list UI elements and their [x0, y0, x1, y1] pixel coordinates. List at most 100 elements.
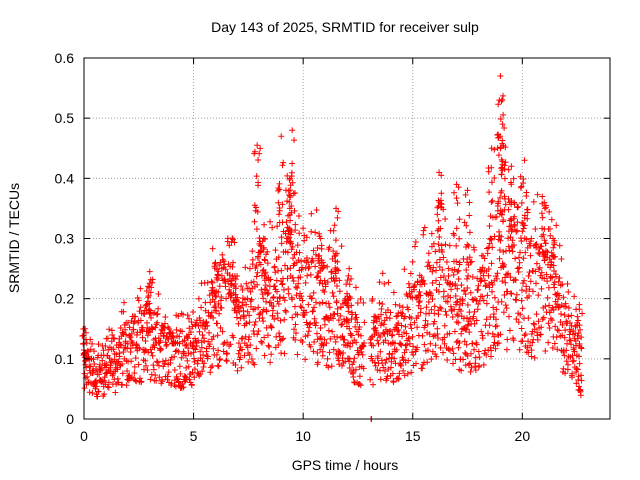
data-point: [278, 350, 285, 357]
data-point: [276, 186, 283, 193]
data-point: [337, 350, 344, 357]
data-point: [304, 332, 311, 339]
data-point: [497, 115, 504, 122]
data-point: [457, 308, 464, 315]
data-point: [490, 310, 497, 317]
data-point: [346, 325, 353, 332]
data-point: [518, 183, 525, 190]
data-point: [274, 223, 281, 230]
y-tick-label: 0.2: [55, 291, 75, 307]
data-point: [321, 288, 328, 295]
data-point: [146, 306, 153, 313]
data-point: [387, 364, 394, 371]
data-point: [286, 239, 293, 246]
data-point: [534, 336, 541, 343]
data-point: [249, 285, 256, 292]
data-point: [176, 333, 183, 340]
data-point: [421, 341, 428, 348]
data-point: [230, 334, 237, 341]
data-point: [443, 312, 450, 319]
data-point: [496, 247, 503, 254]
data-point: [501, 195, 508, 202]
data-point: [534, 332, 541, 339]
data-point: [462, 291, 469, 298]
data-point: [338, 304, 345, 311]
data-point: [124, 345, 131, 352]
data-point: [515, 203, 522, 210]
data-point: [124, 368, 131, 375]
data-point: [334, 258, 341, 265]
data-point: [547, 264, 554, 271]
data-point: [503, 346, 510, 353]
data-point: [278, 133, 285, 140]
data-point: [463, 326, 470, 333]
data-point: [271, 263, 278, 270]
data-point: [115, 379, 122, 386]
data-point: [306, 263, 313, 270]
data-point: [529, 288, 536, 295]
data-point: [155, 362, 162, 369]
data-point: [484, 330, 491, 337]
data-point: [186, 376, 193, 383]
data-point: [327, 335, 334, 342]
data-point: [313, 274, 320, 281]
data-point: [226, 286, 233, 293]
data-point: [502, 302, 509, 309]
data-point: [531, 326, 538, 333]
data-point: [489, 197, 496, 204]
data-point: [121, 299, 128, 306]
data-point: [427, 340, 434, 347]
data-point: [513, 297, 520, 304]
data-point: [493, 213, 500, 220]
data-point: [214, 266, 221, 273]
data-point: [197, 348, 204, 355]
data-point: [471, 320, 478, 327]
data-point: [249, 256, 256, 263]
data-point: [139, 334, 146, 341]
data-point: [243, 280, 250, 287]
data-point: [251, 305, 258, 312]
data-point: [317, 264, 324, 271]
data-point: [230, 275, 237, 282]
data-point: [574, 313, 581, 320]
data-point: [211, 304, 218, 311]
data-point: [501, 124, 508, 131]
data-point: [152, 372, 159, 379]
data-point: [396, 370, 403, 377]
data-point: [556, 292, 563, 299]
data-point: [334, 266, 341, 273]
data-point: [98, 366, 105, 373]
data-point: [451, 328, 458, 335]
data-point: [403, 330, 410, 337]
data-point: [518, 199, 525, 206]
data-point: [480, 361, 487, 368]
data-point: [467, 350, 474, 357]
data-point: [491, 294, 498, 301]
data-point: [171, 377, 178, 384]
data-point: [401, 372, 408, 379]
data-point: [435, 311, 442, 318]
data-point: [419, 332, 426, 339]
data-point: [313, 330, 320, 337]
data-point: [574, 366, 581, 373]
data-point: [192, 346, 199, 353]
data-point: [163, 342, 170, 349]
data-point: [178, 354, 185, 361]
data-point: [128, 358, 135, 365]
data-point: [262, 257, 269, 264]
data-point: [376, 279, 383, 286]
data-point: [334, 214, 341, 221]
data-point: [433, 259, 440, 266]
data-point: [299, 297, 306, 304]
data-point: [357, 296, 364, 303]
data-point: [455, 276, 462, 283]
data-point: [335, 317, 342, 324]
data-point: [549, 317, 556, 324]
data-point: [426, 262, 433, 269]
data-point: [543, 248, 550, 255]
data-point: [498, 233, 505, 240]
data-point: [235, 340, 242, 347]
data-point: [269, 307, 276, 314]
data-point: [332, 237, 339, 244]
x-tick-label: 15: [405, 428, 421, 444]
